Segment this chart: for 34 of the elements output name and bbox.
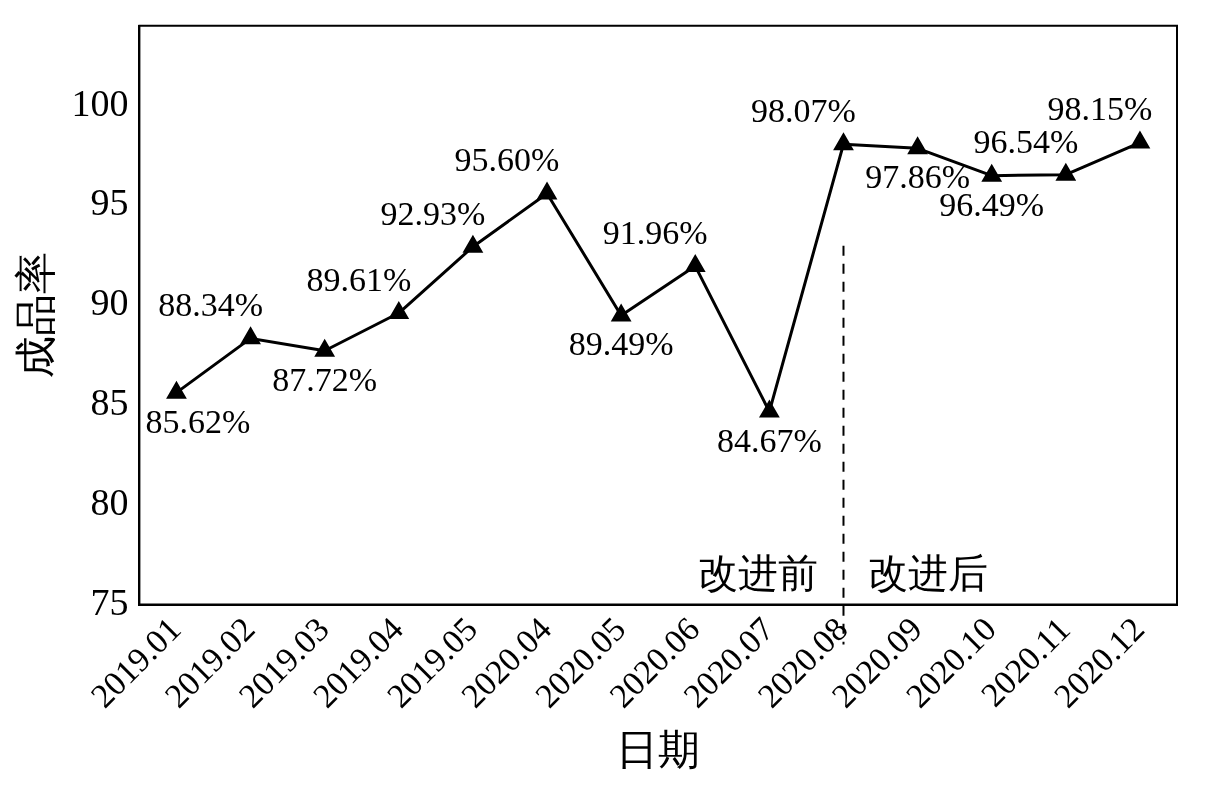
annotation: 改进前 — [698, 551, 819, 597]
point — [167, 382, 186, 399]
point — [463, 236, 483, 253]
point — [241, 327, 260, 345]
y-axis-title: 成品率 — [13, 252, 60, 379]
data-label: 98.07% — [751, 92, 856, 130]
y-tick-label: 85 — [90, 381, 129, 424]
data-label: 88.34% — [158, 286, 263, 324]
point — [1056, 164, 1076, 181]
point — [537, 182, 557, 200]
data-label: 92.93% — [380, 194, 486, 232]
point — [908, 137, 927, 155]
data-label: 89.61% — [306, 260, 412, 298]
data-label: 87.72% — [272, 360, 378, 398]
y-tick-label: 95 — [90, 181, 129, 224]
data-label: 91.96% — [602, 214, 708, 252]
data-label: 89.49% — [568, 325, 674, 363]
point — [760, 401, 779, 418]
point — [834, 133, 853, 151]
y-tick-label: 75 — [90, 580, 129, 623]
annotation: 改进后 — [868, 551, 989, 597]
data-label: 84.67% — [716, 421, 822, 459]
y-tick-label: 80 — [90, 480, 129, 523]
point — [611, 304, 631, 322]
data-label: 95.60% — [454, 141, 560, 179]
point — [1130, 132, 1150, 149]
data-label: 85.62% — [145, 402, 251, 440]
point — [389, 302, 409, 320]
point — [315, 340, 334, 357]
point — [685, 255, 705, 273]
point — [982, 165, 1002, 182]
x-axis-title: 日期 — [616, 726, 701, 773]
y-tick-label: 90 — [90, 281, 129, 324]
y-tick-label: 100 — [71, 81, 129, 124]
